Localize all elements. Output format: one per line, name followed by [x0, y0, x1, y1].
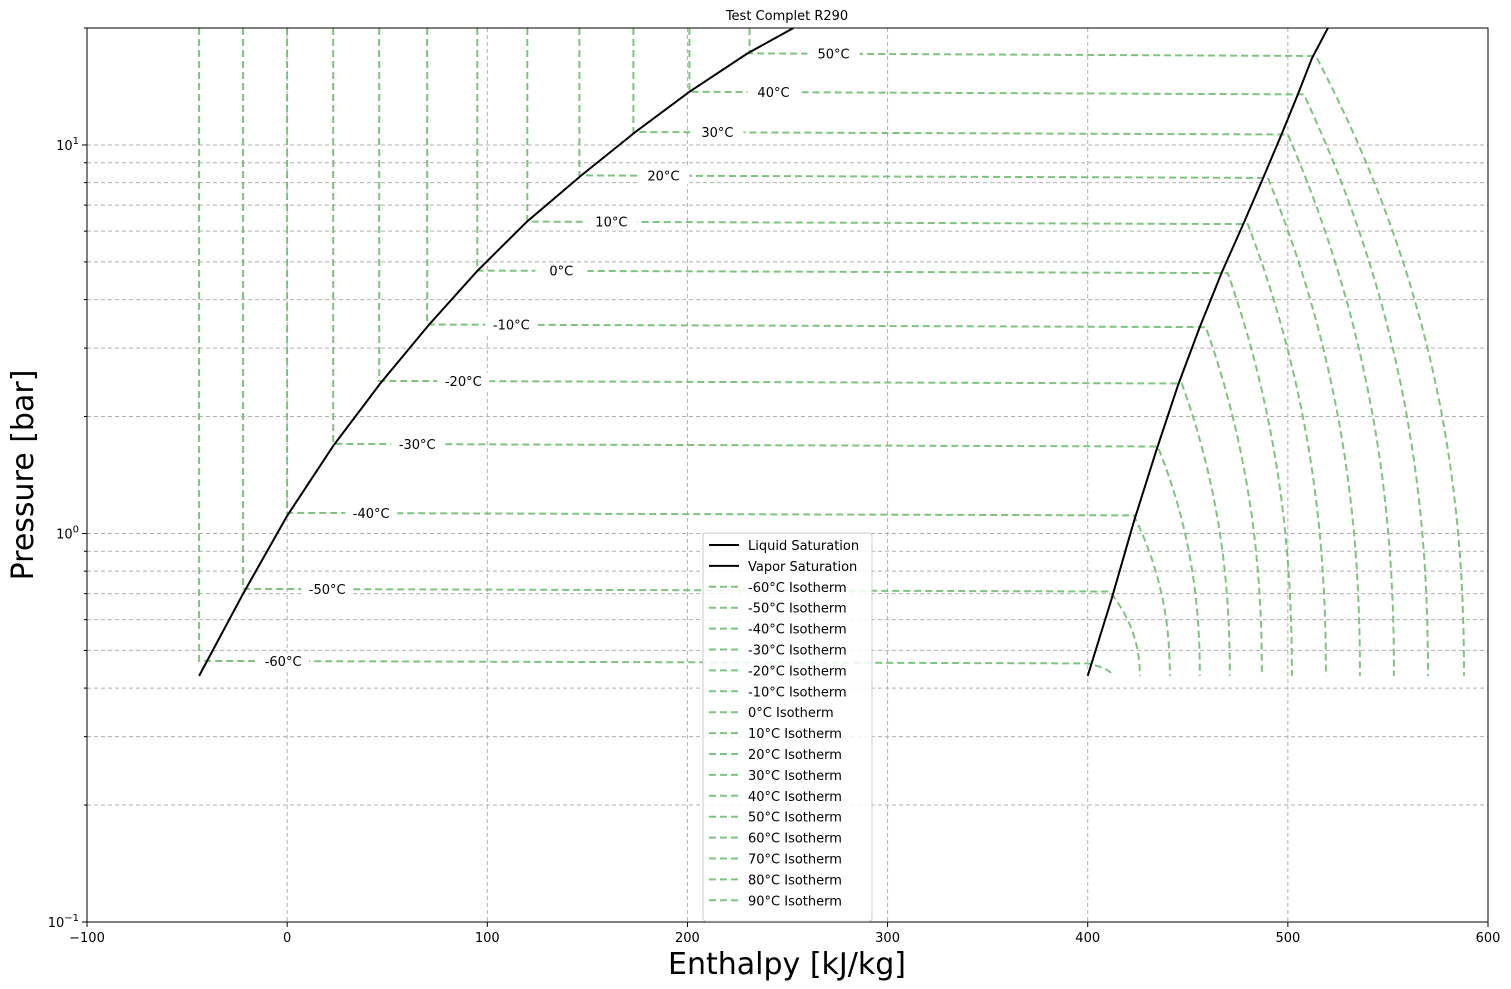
isotherm-label-background	[257, 652, 310, 670]
isotherm-label-background	[535, 262, 588, 280]
x-tick-label: 400	[1075, 931, 1100, 946]
y-axis-label: Pressure [bar]	[6, 370, 41, 581]
isotherm-line	[426, 28, 1263, 676]
legend-entry: -50°C Isotherm	[748, 602, 847, 617]
isotherm-label: 30°C	[701, 126, 733, 141]
isotherm-label-background	[345, 504, 398, 522]
legend-entry: 90°C Isotherm	[748, 894, 842, 909]
legend-entry: -40°C Isotherm	[748, 623, 847, 638]
isotherm-line	[578, 28, 1361, 676]
isotherm-line	[286, 28, 1171, 676]
isotherm-label-background	[391, 435, 444, 453]
isotherm-line	[748, 28, 1465, 676]
y-tick-label: 101	[56, 136, 79, 154]
legend-entry: 0°C Isotherm	[748, 706, 834, 721]
isotherm-label-background	[437, 372, 490, 390]
isotherm-label: 0°C	[549, 265, 573, 280]
legend-entry: 20°C Isotherm	[748, 748, 842, 763]
legend-box	[702, 532, 873, 922]
chart-title: Test Complet R290	[725, 9, 848, 24]
x-tick-label: −100	[69, 931, 105, 946]
isotherm-label: -20°C	[445, 375, 482, 390]
plot-area	[198, 28, 1465, 677]
x-tick-label: 600	[1476, 931, 1501, 946]
vapor-saturation-line	[1086, 28, 1329, 677]
isotherm-label: -30°C	[399, 438, 436, 453]
isotherm-line	[332, 28, 1201, 676]
isotherm-line	[632, 28, 1395, 676]
isotherm-label-background	[485, 316, 538, 334]
legend-entry: 50°C Isotherm	[748, 811, 842, 826]
axis-ticks: −100 0 100 200 300 400 500 600 10−1 100 101	[48, 27, 1501, 946]
isotherm-label-background	[747, 83, 800, 101]
y-tick-label: 100	[56, 524, 79, 542]
legend-entry: 60°C Isotherm	[748, 832, 842, 847]
legend-entry: Vapor Saturation	[748, 560, 857, 575]
isotherm-label-background	[301, 580, 354, 598]
isotherm-label: 20°C	[647, 169, 679, 184]
isotherm-label: 10°C	[595, 216, 627, 231]
isotherm-label-background	[807, 45, 860, 63]
plot-frame	[86, 27, 1489, 923]
legend-entry: -10°C Isotherm	[748, 685, 847, 700]
isotherm-label-background	[585, 213, 638, 231]
legend-entry: 70°C Isotherm	[748, 853, 842, 868]
x-tick-label: 100	[475, 931, 500, 946]
legend-entry: 80°C Isotherm	[748, 873, 842, 888]
isotherm-label: 40°C	[757, 86, 789, 101]
isotherm-line	[688, 28, 1429, 676]
isotherm-label-background	[691, 123, 744, 141]
x-tick-label: 0	[283, 931, 291, 946]
x-tick-label: 300	[875, 931, 900, 946]
isotherm-label: 50°C	[817, 47, 849, 62]
isotherm-line	[476, 28, 1293, 676]
liquid-saturation-line	[198, 28, 794, 677]
isotherm-line	[198, 28, 1113, 676]
isotherm-line	[526, 28, 1327, 676]
legend-entry: 10°C Isotherm	[748, 727, 842, 742]
x-tick-label: 500	[1275, 931, 1300, 946]
legend-entry: 40°C Isotherm	[748, 790, 842, 805]
legend-entry: -20°C Isotherm	[748, 664, 847, 679]
y-tick-label: 10−1	[48, 913, 79, 931]
legend-entry: Liquid Saturation	[748, 539, 859, 554]
legend-entry: -30°C Isotherm	[748, 644, 847, 659]
x-axis-label: Enthalpy [kJ/kg]	[668, 947, 906, 982]
isotherm-label-background	[637, 167, 690, 185]
legend-entry: 30°C Isotherm	[748, 769, 842, 784]
isotherm-label: -60°C	[265, 655, 302, 670]
isotherm-label: -50°C	[309, 583, 346, 598]
isotherm-line	[378, 28, 1231, 676]
legend-entry: -60°C Isotherm	[748, 581, 847, 596]
legend: Liquid Saturation Vapor Saturation -60°C I…	[702, 532, 873, 922]
isotherm-labels: -60°C -50°C -40°C -30°C -20°C -10°C 0°C 10°C 20°…	[257, 45, 860, 670]
isotherm-label: -40°C	[353, 507, 390, 522]
x-tick-label: 200	[675, 931, 700, 946]
isotherm-label: -10°C	[493, 319, 530, 334]
